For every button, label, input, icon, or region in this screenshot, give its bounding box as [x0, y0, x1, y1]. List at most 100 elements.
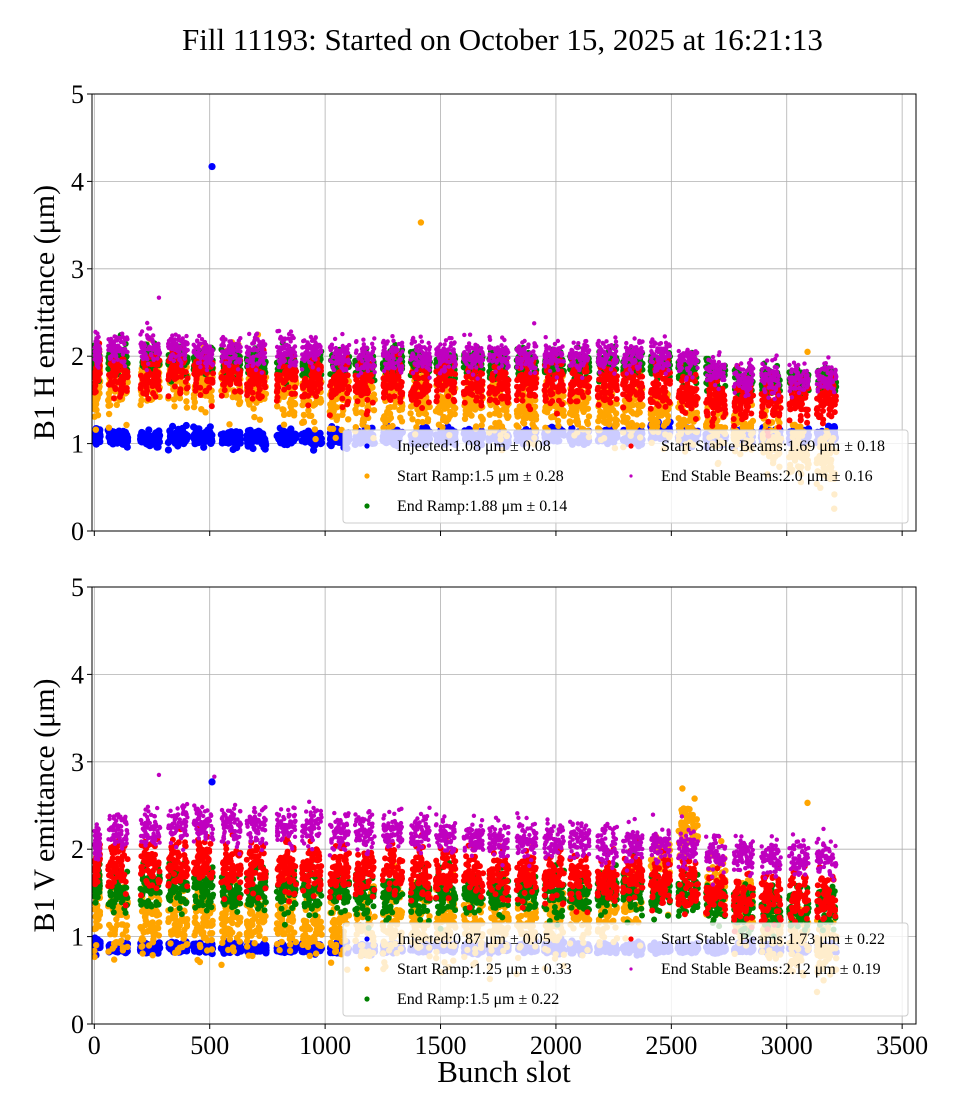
data-point: [255, 430, 263, 438]
data-point: [250, 405, 257, 412]
data-point: [477, 413, 485, 420]
data-point: [289, 431, 297, 439]
data-point: [94, 412, 102, 419]
data-point: [566, 410, 574, 417]
data-point: [749, 417, 757, 425]
data-point: [200, 443, 208, 451]
data-point: [191, 440, 199, 448]
data-point: [542, 407, 549, 415]
data-point: [370, 407, 378, 414]
data-point: [105, 402, 112, 409]
data-point: [601, 417, 609, 425]
data-point: [253, 399, 260, 406]
data-point: [109, 428, 117, 436]
data-point: [496, 419, 503, 426]
data-point: [647, 415, 655, 423]
data-point: [468, 412, 475, 419]
data-point: [183, 398, 190, 405]
data-point: [138, 397, 145, 404]
data-point: [513, 407, 521, 414]
data-point: [370, 391, 378, 398]
data-point: [585, 395, 592, 402]
data-point: [633, 411, 641, 418]
data-point: [446, 400, 453, 408]
data-point: [542, 424, 549, 431]
data-point: [493, 404, 500, 412]
data-point: [183, 404, 191, 411]
data-point: [307, 429, 315, 438]
data-point: [443, 418, 450, 425]
data-point: [246, 401, 253, 408]
data-point: [573, 408, 580, 415]
data-point: [585, 413, 593, 420]
data-point: [574, 403, 582, 410]
data-point: [426, 403, 433, 411]
data-point: [531, 409, 538, 417]
data-point: [327, 401, 334, 408]
data-point: [398, 418, 406, 425]
data-point: [229, 445, 237, 454]
data-point: [579, 404, 587, 411]
data-point: [385, 424, 393, 431]
data-point: [464, 404, 471, 411]
data-point: [584, 405, 592, 412]
data-point: [503, 412, 510, 419]
data-point: [424, 416, 432, 423]
data-point: [137, 437, 145, 445]
data-point: [202, 409, 209, 416]
data-point: [419, 418, 426, 426]
data-point: [520, 420, 528, 427]
data-point: [283, 434, 291, 442]
data-point: [105, 424, 113, 431]
data-point: [345, 416, 352, 423]
data-point: [387, 404, 394, 411]
data-point: [333, 416, 340, 424]
data-point: [326, 440, 334, 448]
data-point: [202, 432, 211, 440]
data-point: [274, 403, 281, 410]
data-point: [612, 415, 619, 423]
data-point: [326, 425, 334, 432]
data-point: [797, 423, 804, 430]
data-point: [680, 416, 688, 423]
data-point: [300, 411, 308, 419]
data-point: [573, 412, 580, 420]
data-point: [414, 418, 422, 426]
data-point: [352, 424, 359, 431]
data-point: [487, 401, 494, 409]
data-point: [169, 433, 177, 441]
data-point: [607, 416, 614, 423]
outlier-point: [804, 348, 811, 356]
data-point: [169, 422, 177, 430]
data-point: [236, 428, 244, 436]
data-point: [332, 434, 339, 442]
data-point: [432, 408, 440, 415]
data-point: [620, 413, 627, 420]
data-point: [311, 426, 319, 433]
data-point: [386, 410, 394, 417]
data-point: [92, 426, 100, 433]
data-point: [653, 421, 660, 429]
data-point: [359, 421, 366, 428]
data-point: [123, 421, 130, 429]
data-point: [612, 410, 620, 417]
data-point: [182, 421, 190, 430]
data-point: [664, 417, 672, 425]
data-point: [112, 436, 120, 444]
data-point: [164, 446, 172, 454]
data-point: [437, 401, 444, 409]
data-point: [152, 438, 160, 447]
data-point: [439, 424, 446, 431]
data-point: [217, 431, 225, 439]
data-point: [407, 410, 414, 417]
data-point: [123, 434, 131, 442]
data-point: [191, 399, 198, 406]
data-point: [413, 424, 420, 431]
data-point: [317, 399, 324, 406]
data-point: [791, 421, 798, 428]
data-point: [567, 418, 574, 425]
outlier-point: [208, 162, 216, 171]
data-point: [703, 423, 710, 431]
data-point: [380, 424, 387, 431]
data-point: [310, 446, 318, 454]
